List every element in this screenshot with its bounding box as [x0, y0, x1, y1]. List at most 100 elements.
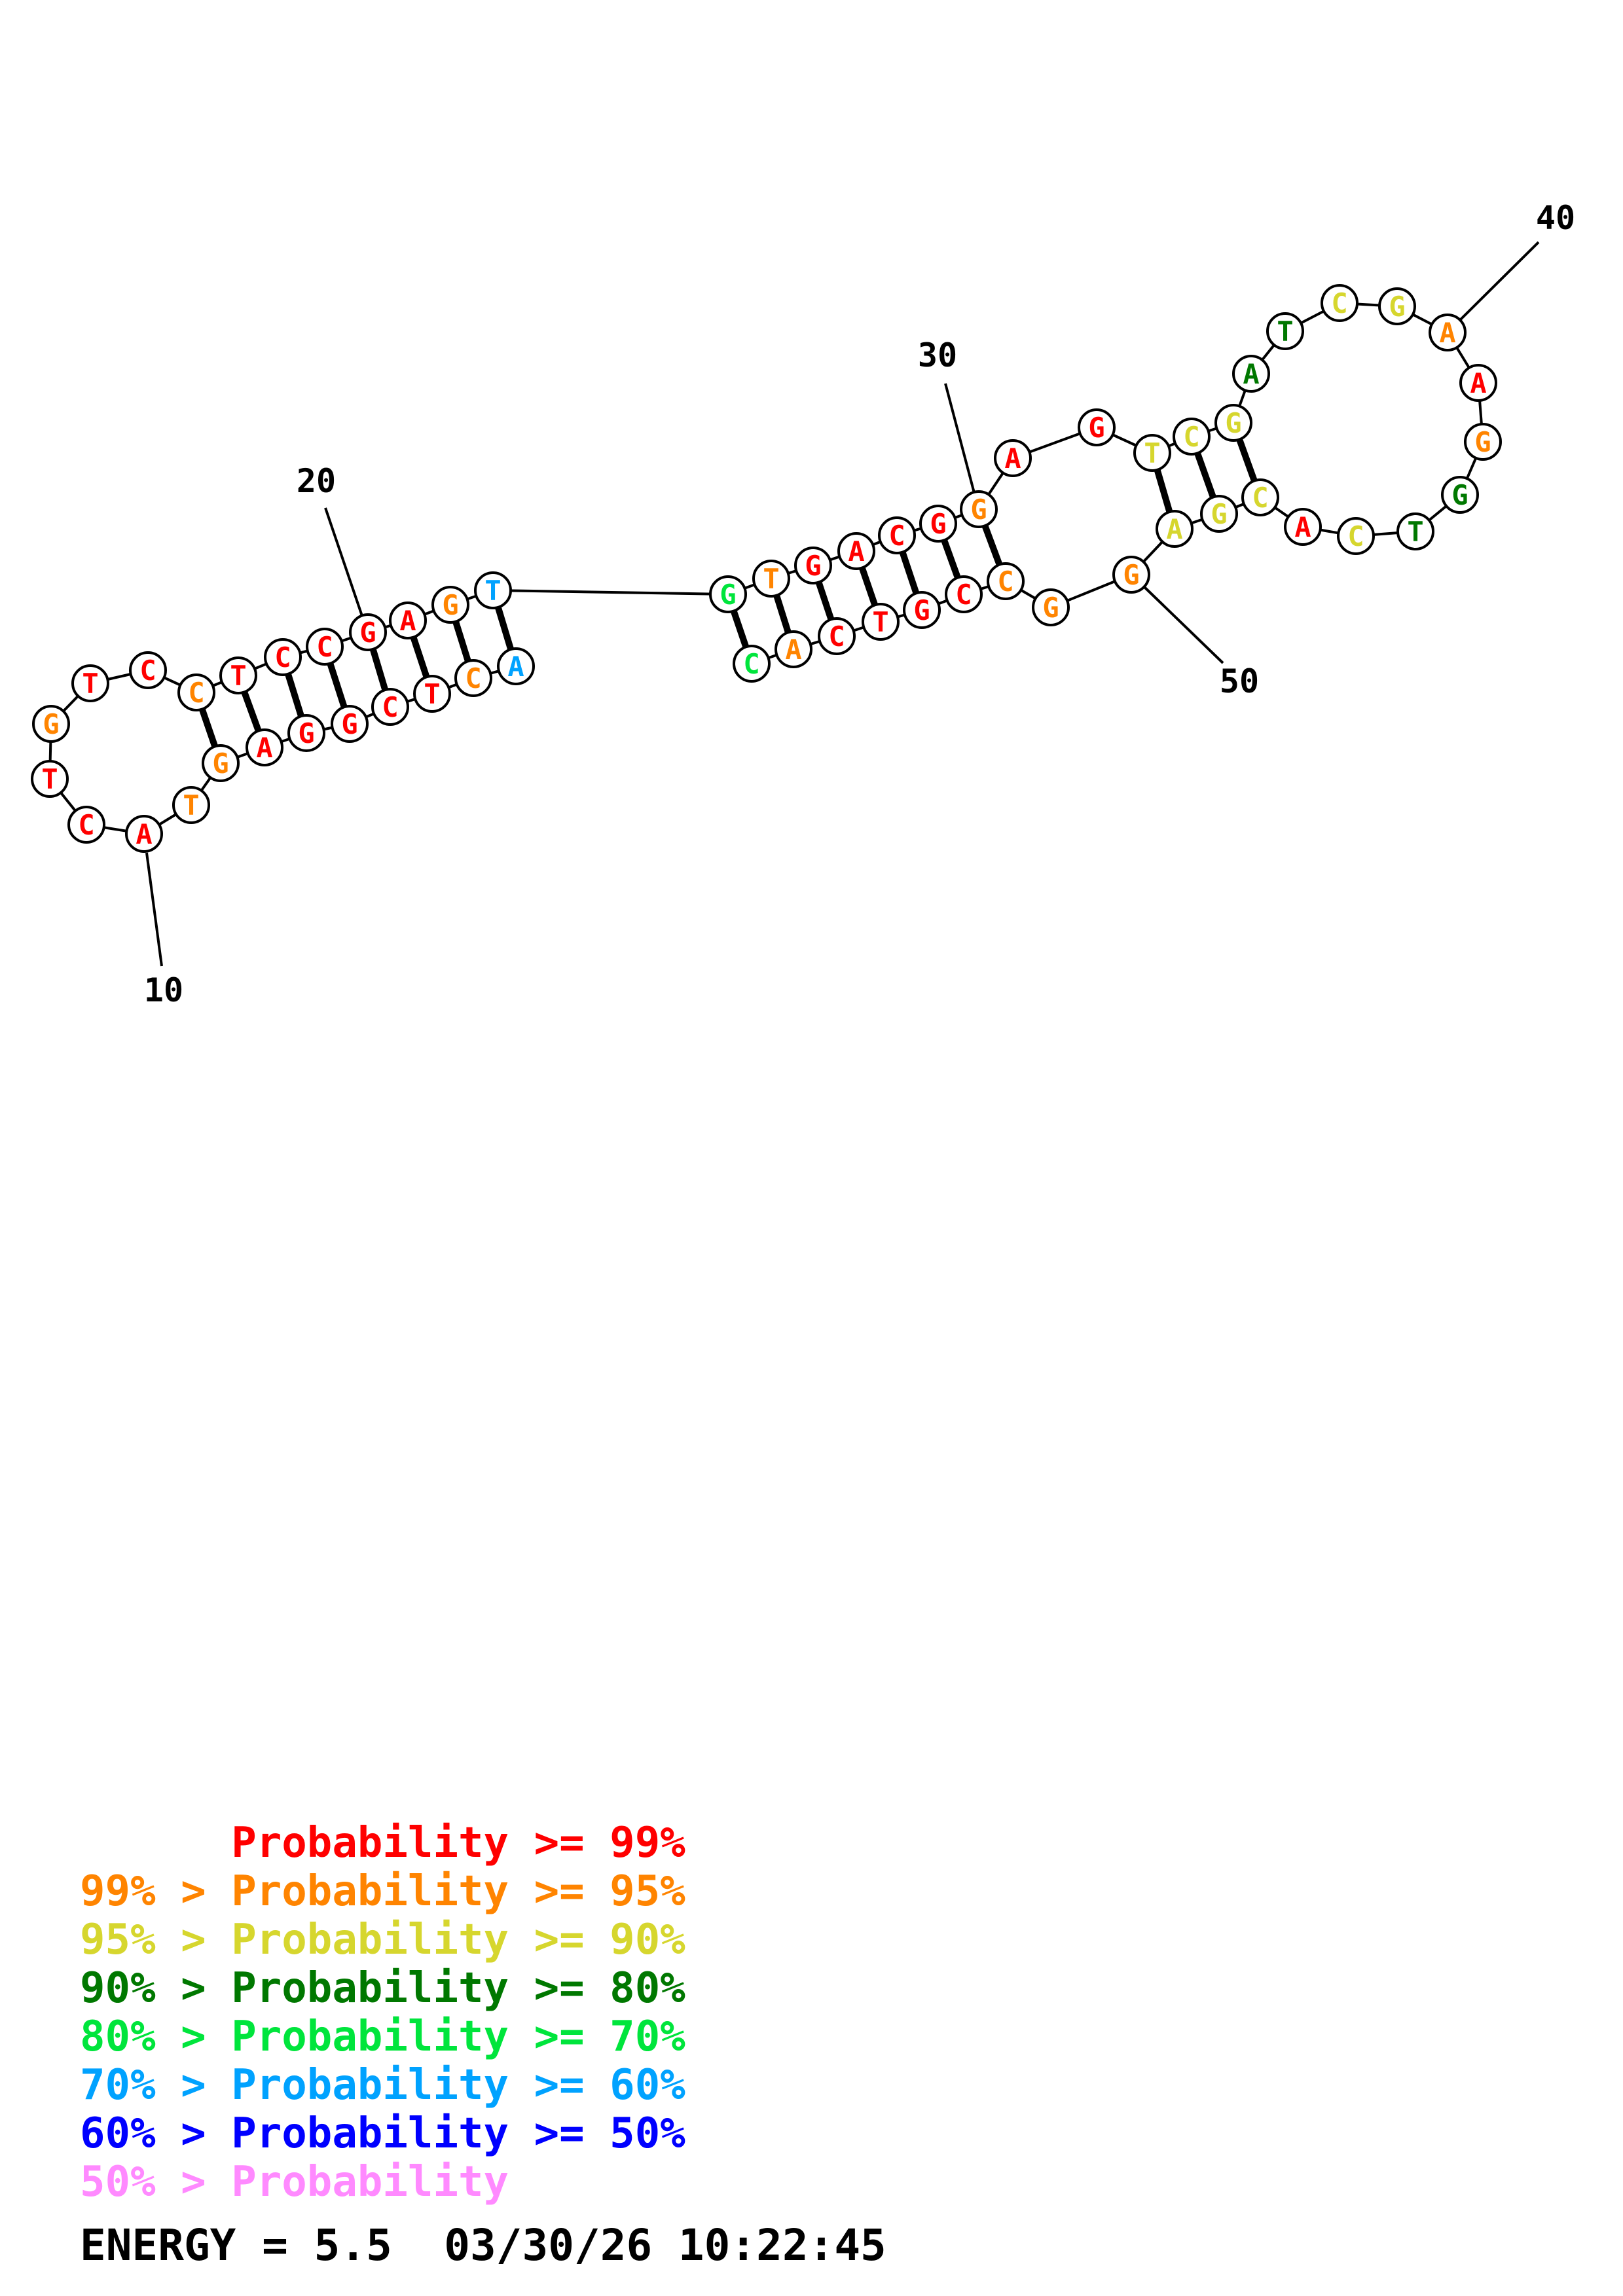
nucleotide-letter: T: [484, 575, 501, 607]
nucleotide-letter: C: [955, 579, 972, 611]
nucleotide-circle: [67, 806, 105, 844]
nucleotide-letter: A: [1470, 367, 1486, 399]
legend-row: 50% > Probability: [80, 2158, 509, 2206]
nucleotide-letter: A: [785, 634, 801, 666]
nucleotide-circle: [994, 439, 1032, 477]
nucleotide-circle: [1464, 423, 1502, 461]
nucleotide-circle: [1214, 404, 1252, 442]
legend-row: 60% > Probability >= 50%: [80, 2109, 685, 2158]
nucleotide-circle: [306, 628, 344, 666]
nucleotide-letter: C: [316, 631, 333, 663]
nucleotide-letter: A: [1294, 511, 1311, 543]
nucleotide-circle: [129, 651, 167, 689]
nucleotide-letter: T: [1277, 315, 1293, 348]
nucleotide-circle: [1266, 312, 1304, 350]
nucleotide-circle: [31, 760, 69, 798]
label-leader-line: [944, 383, 976, 493]
nucleotide-letter: G: [43, 708, 59, 740]
nucleotide-circle: [202, 744, 240, 782]
nucleotide-letter: G: [1474, 426, 1491, 458]
nucleotide-letter: A: [507, 651, 524, 683]
nucleotide-letter: G: [1225, 407, 1241, 439]
nucleotide-circle: [1232, 355, 1270, 393]
nucleotide-circle: [287, 714, 325, 752]
position-label: 50: [1220, 662, 1259, 700]
nucleotide-letter: G: [1451, 479, 1468, 511]
nucleotide-circle: [945, 575, 983, 613]
nucleotide-circle: [1378, 287, 1416, 325]
nucleotide-letter: T: [763, 563, 779, 595]
nucleotide-letter: G: [720, 579, 736, 611]
nucleotide-letter: C: [888, 520, 905, 552]
nucleotide-letter: C: [1331, 287, 1347, 319]
position-label: 10: [144, 971, 183, 1009]
legend-row: 70% > Probability >= 60%: [80, 2061, 685, 2109]
nucleotide-circle: [794, 547, 832, 584]
nucleotide-letter: T: [230, 660, 246, 692]
nucleotide-letter: C: [139, 655, 156, 687]
legend-row: 99% > Probability >= 95%: [80, 1867, 685, 1916]
nucleotide-letter: G: [442, 589, 458, 621]
nucleotide-circle: [454, 659, 492, 697]
backbone-edge: [492, 589, 729, 596]
energy-line: ENERGY = 5.5 03/30/26 10:22:45: [80, 2220, 886, 2270]
legend-row: 90% > Probability >= 80%: [80, 1964, 685, 2013]
nucleotide-circle: [371, 688, 409, 726]
nucleotide-circle: [1200, 495, 1238, 533]
nucleotide-letter: C: [188, 677, 204, 709]
nucleotide-letter: T: [1144, 437, 1160, 469]
nucleotide-letter: A: [1243, 358, 1259, 390]
nucleotide-letter: T: [1407, 516, 1423, 548]
nucleotide-letter: T: [424, 678, 440, 710]
nucleotide-circle: [264, 638, 302, 676]
nucleotide-circle: [1112, 556, 1150, 594]
nucleotide-letter: A: [399, 605, 416, 637]
nucleotide-circle: [1241, 478, 1279, 516]
probability-legend: Probability >= 99% 99% > Probability >= 9…: [80, 1819, 685, 2206]
nucleotide-circle: [1321, 284, 1359, 322]
nucleotide-circle: [389, 601, 427, 639]
position-label: 30: [918, 336, 957, 374]
label-leader-line: [1143, 586, 1224, 664]
nucleotide-letter: C: [382, 691, 398, 723]
nucleotide-circle: [862, 603, 900, 641]
label-leader-line: [145, 852, 163, 967]
nucleotide-letter: A: [1439, 317, 1455, 349]
nucleotide-circle: [987, 562, 1025, 600]
nucleotide-letter: C: [997, 565, 1013, 598]
legend-row: 95% > Probability >= 90%: [80, 1916, 685, 1964]
nucleotide-letter: G: [930, 508, 946, 540]
nucleotide-circle: [1284, 508, 1322, 546]
nucleotide-letter: C: [1252, 482, 1268, 514]
nucleotide-circle: [878, 516, 916, 554]
nucleotide-circle: [1156, 510, 1194, 548]
nucleotide-letter: G: [212, 747, 228, 780]
nucleotide-letter: G: [1042, 592, 1059, 624]
nucleotide-circle: [474, 571, 512, 609]
nucleotide-circle: [71, 664, 109, 702]
nucleotide-circle: [903, 591, 941, 629]
nucleotide-letter: G: [913, 594, 930, 626]
nucleotide-circle: [1173, 418, 1211, 456]
nucleotide-letter: G: [1123, 559, 1139, 591]
label-leader-line: [324, 507, 363, 617]
position-label: 20: [297, 462, 336, 500]
nucleotide-letter: C: [1183, 421, 1199, 453]
nucleotide-circle: [413, 675, 451, 713]
nucleotide-circle: [1396, 512, 1434, 550]
nucleotide-circle: [709, 575, 747, 613]
nucleotide-circle: [1459, 364, 1497, 402]
nucleotide-letter: G: [1211, 498, 1227, 530]
nucleotide-circle: [775, 630, 812, 668]
nucleotide-circle: [349, 613, 387, 651]
legend-row: Probability >= 99%: [80, 1819, 685, 1867]
nucleotide-letter: G: [359, 617, 376, 649]
nucleotide-letter: A: [256, 732, 272, 764]
nucleotide-circle: [919, 505, 957, 543]
nucleotide-letter: G: [805, 550, 821, 582]
nucleotide-circle: [125, 815, 163, 853]
nucleotide-letter: T: [41, 763, 58, 795]
nucleotide-circle: [219, 656, 257, 694]
nucleotide-circle: [1133, 434, 1171, 472]
